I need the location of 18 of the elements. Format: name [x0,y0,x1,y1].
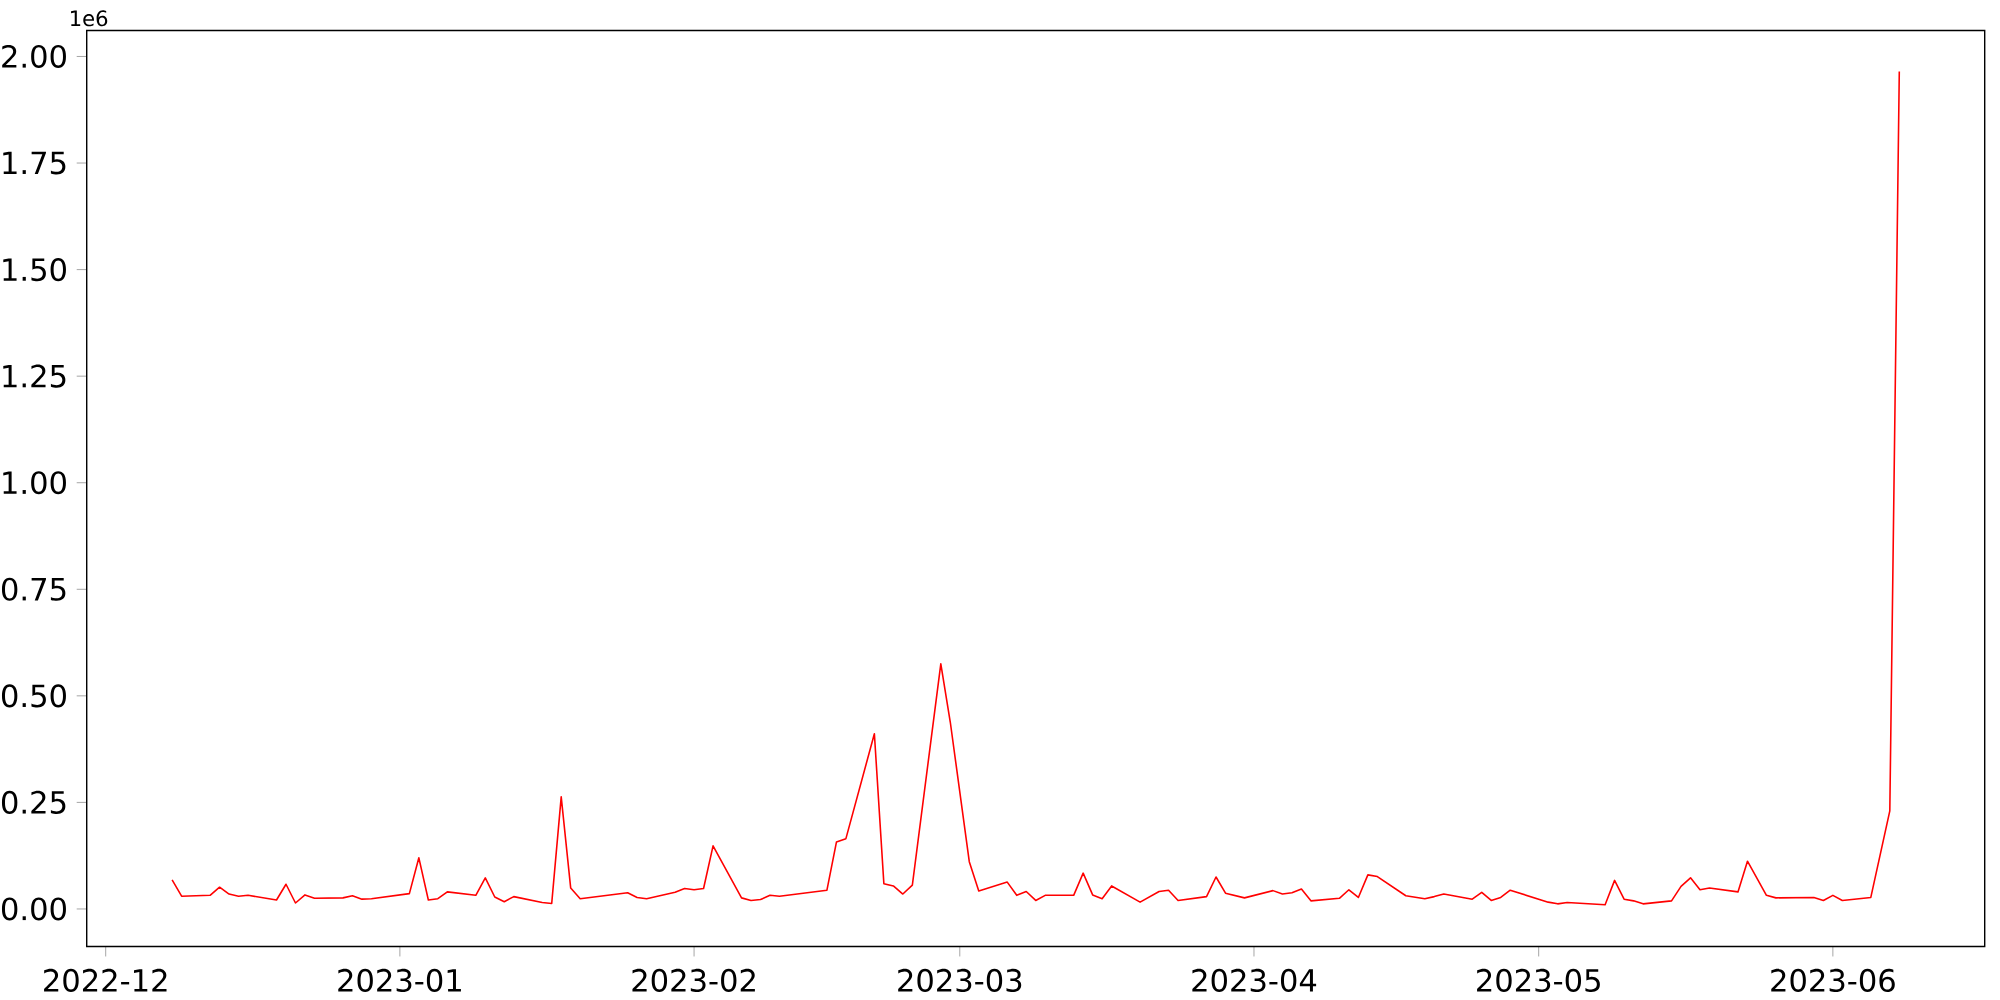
text: 1e6 [71,10,108,27]
y-tick-label: 1.50 [3,258,66,282]
x-tick-label: 2023-02 [632,968,755,993]
y-tick-label: 0.75 [1,577,66,601]
x-tick-label: 2023-04 [1192,968,1317,993]
x-tick-label: 2022-12 [44,968,167,993]
y-tick-label: 0.25 [1,790,66,814]
y-tick-label: 1.25 [3,364,66,388]
x-tick-label: 2023-05 [1477,968,1600,993]
x-tick-label: 2023-03 [898,968,1022,993]
line-series [171,70,1901,906]
y-tick-label: 0.50 [1,684,66,708]
y-tick-label: 1.00 [3,471,66,495]
y-tick-label: 0.00 [1,897,66,921]
y-tick-label: 1.75 [3,151,66,175]
x-tick-label: 2023-06 [1771,968,1895,993]
y-tick-label: 2.00 [2,44,66,69]
x-tick-label: 2023-01 [338,968,461,993]
